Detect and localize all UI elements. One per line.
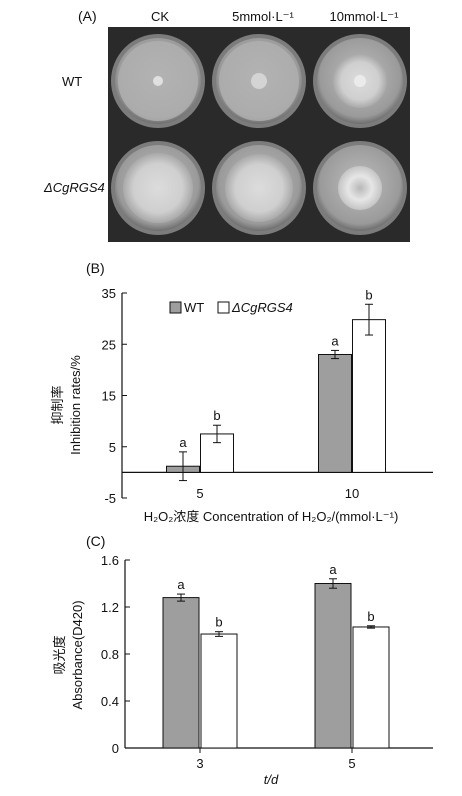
chart-b-significance-letter: b [365, 287, 372, 302]
chart-b-bar [318, 354, 352, 473]
chart-c-y-tick-label: 0 [112, 741, 119, 756]
chart-c-bar [200, 633, 238, 749]
chart-c-significance-letter: a [177, 577, 185, 592]
chart-b-bar [352, 319, 386, 473]
chart-c-significance-letter: b [215, 615, 222, 630]
chart-c-ylabel-cn: 吸光度 [52, 635, 67, 674]
chart-c-y-tick-label: 1.2 [101, 600, 119, 615]
panel-a-label: (A) [78, 8, 97, 24]
chart-b-significance-letter: b [213, 408, 220, 423]
panel-c-label: (C) [86, 533, 105, 549]
dish-mutant-5mmol [212, 141, 306, 235]
chart-c-y-tick-label: 0.8 [101, 647, 119, 662]
chart-c-x-tick-label: 3 [196, 756, 203, 771]
legend-swatch-mutant [217, 301, 230, 314]
chart-b-legend: WT ΔCgRGS4 [169, 300, 293, 315]
chart-c-x-tick-label: 5 [348, 756, 355, 771]
row-label-wt: WT [62, 74, 83, 89]
dish-mutant-10mmol [313, 141, 407, 235]
dish-wt-ck [111, 34, 205, 128]
chart-c-bar [162, 597, 200, 749]
chart-b-ylabel-cn: 抑制率 [50, 385, 65, 424]
chart-c-bar [352, 626, 390, 749]
dish-wt-10mmol [313, 34, 407, 128]
chart-b: (B) -5 5 15 25 35 a b 5 a b 10 WT ΔCgRGS4 抑制率 Inhibi… [50, 260, 433, 524]
chart-c-bar [314, 583, 352, 749]
chart-b-xlabel: H₂O₂浓度 Concentration of H₂O₂/(mmol·L⁻¹) [144, 509, 399, 524]
petri-dish-photo-grid [108, 27, 410, 242]
legend-label-mutant: ΔCgRGS4 [231, 300, 293, 315]
chart-c: (C) 0 0.4 0.8 1.2 1.6 a b 3 a b 5 吸光度 Absorbance(D… [52, 533, 433, 787]
chart-b-y-tick-label: 25 [102, 337, 116, 352]
chart-b-y-tick-label: -5 [104, 491, 116, 506]
chart-b-y-tick-label: 15 [102, 389, 116, 404]
panel-b-label: (B) [86, 260, 105, 276]
column-label-10mmol: 10mmol·L⁻¹ [329, 9, 399, 24]
chart-c-significance-letter: a [329, 562, 337, 577]
chart-c-y-tick-label: 0.4 [101, 694, 119, 709]
legend-label-wt: WT [184, 300, 204, 315]
chart-b-ylabel: Inhibition rates/% [68, 355, 83, 455]
chart-c-plot-area: 0 0.4 0.8 1.2 1.6 a b 3 a b 5 [101, 553, 433, 771]
chart-b-x-tick-label: 10 [345, 486, 359, 501]
chart-c-xlabel: t/d [264, 772, 279, 787]
chart-b-y-tick-label: 35 [102, 286, 116, 301]
legend-swatch-wt [169, 301, 182, 314]
chart-b-x-tick-label: 5 [196, 486, 203, 501]
chart-c-y-tick-label: 1.6 [101, 553, 119, 568]
chart-b-plot-area: -5 5 15 25 35 a b 5 a b 10 WT ΔCgRGS4 [102, 286, 433, 506]
chart-b-y-tick-label: 5 [109, 440, 116, 455]
column-label-5mmol: 5mmol·L⁻¹ [232, 9, 294, 24]
chart-b-significance-letter: a [331, 333, 339, 348]
chart-b-significance-letter: a [179, 435, 187, 450]
dish-mutant-ck [111, 141, 205, 235]
dish-wt-5mmol [212, 34, 306, 128]
column-label-ck: CK [150, 9, 170, 24]
chart-c-significance-letter: b [367, 609, 374, 624]
row-label-mutant: ΔCgRGS4 [44, 180, 105, 195]
chart-c-ylabel: Absorbance(D420) [70, 600, 85, 709]
